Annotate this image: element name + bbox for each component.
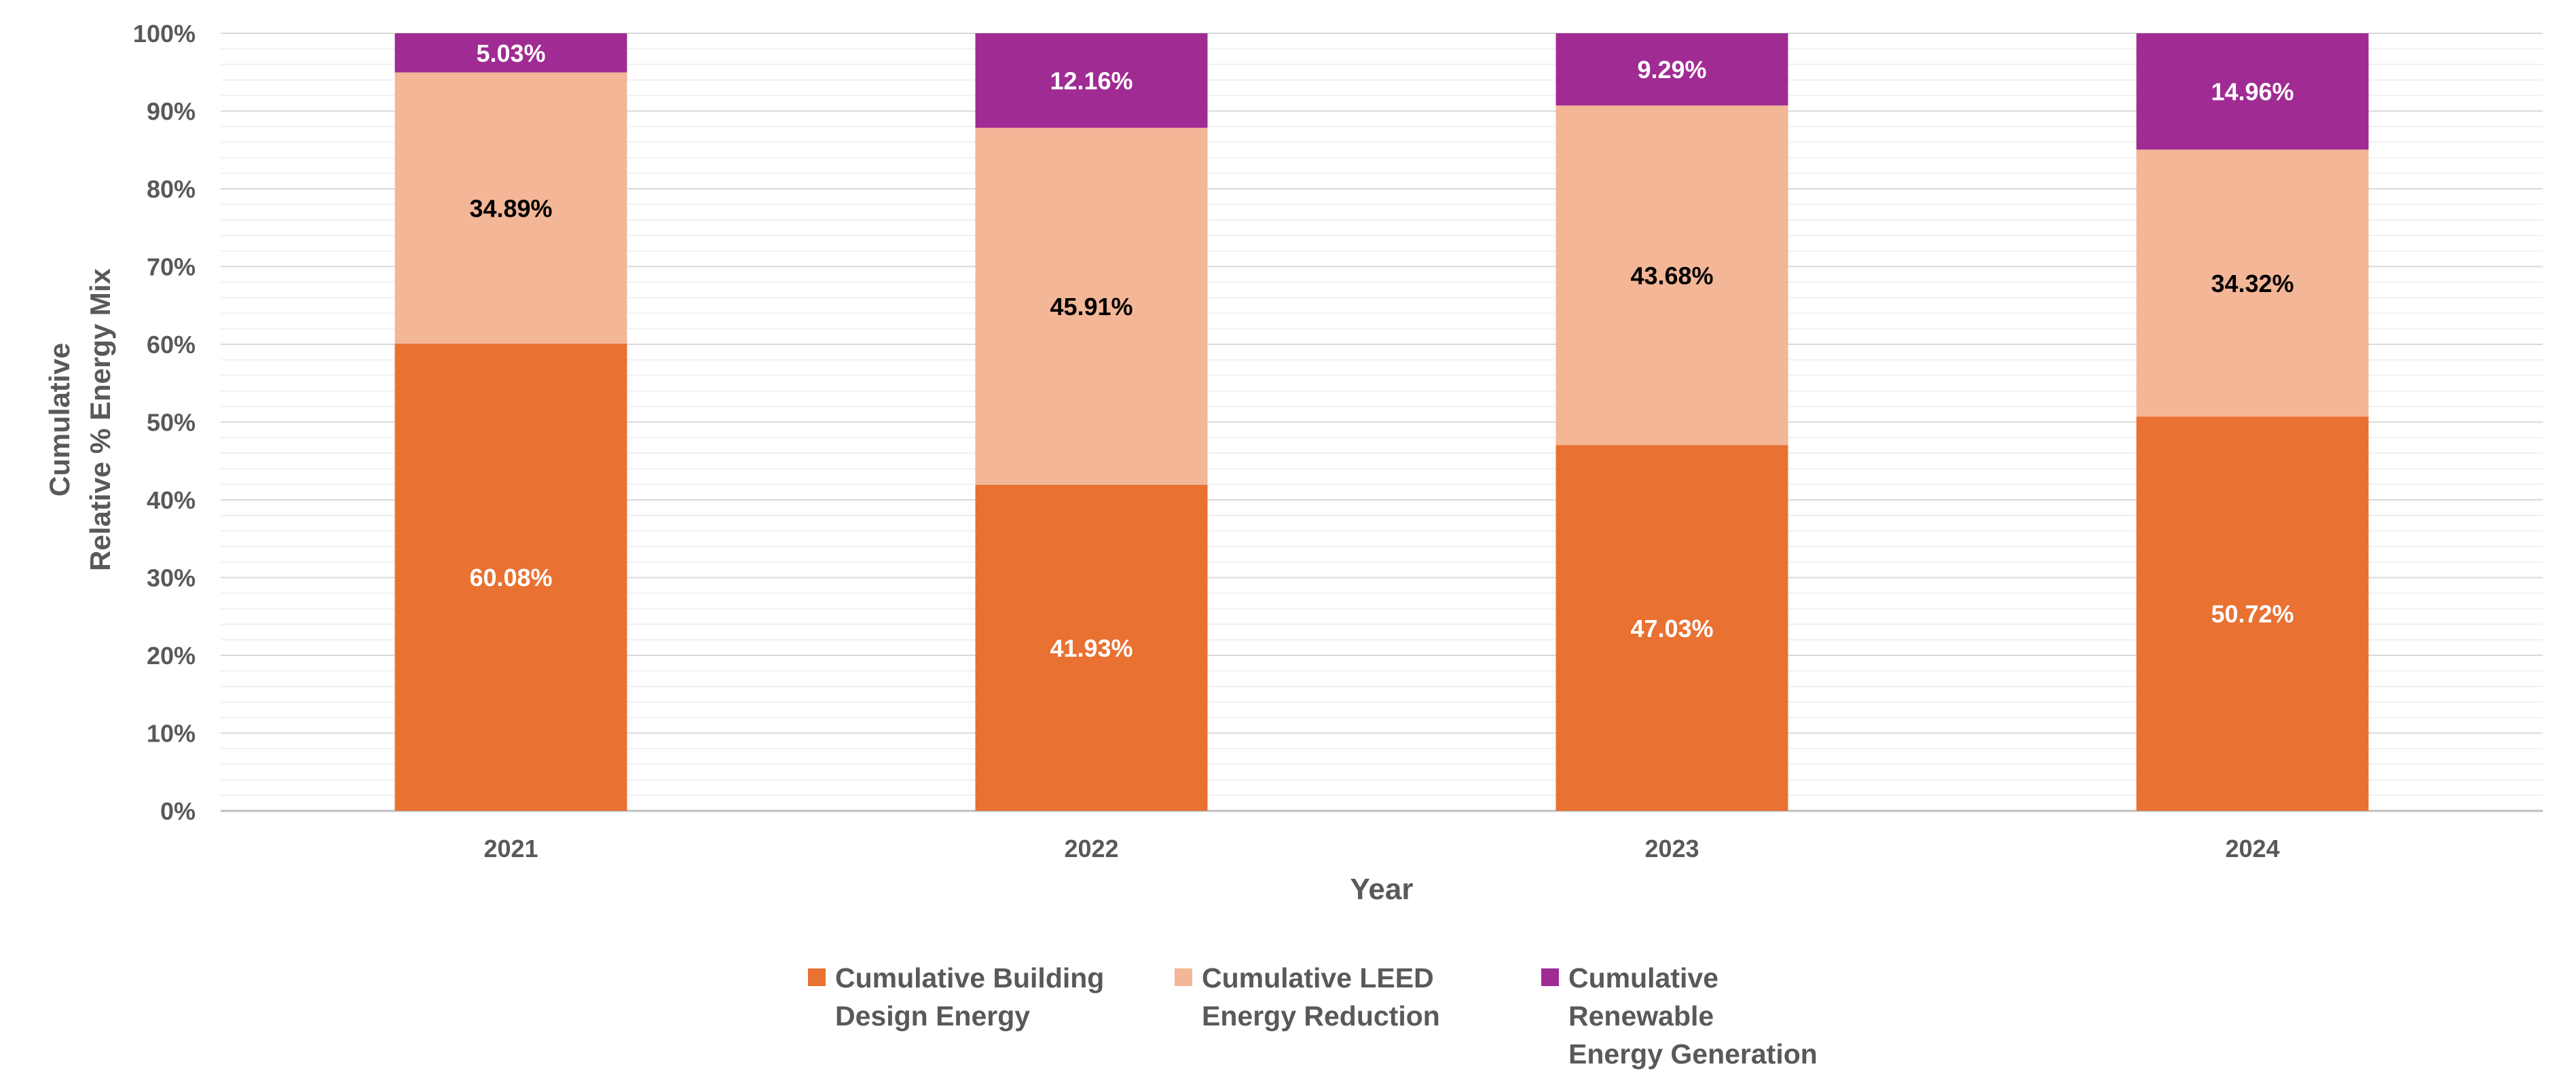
data-label: 50.72% [2211,600,2294,628]
bar-segment-2021-series-3 [394,33,627,73]
y-tick-label: 0% [160,797,196,825]
x-tick-label: 2023 [1644,835,1699,862]
y-tick-label: 80% [147,175,196,203]
data-label: 43.68% [1630,261,1713,289]
legend-label-line-1: Cumulative LEED [1202,962,1434,994]
bar-segment-2024-series-2 [2136,149,2369,417]
bar-segment-2022-series-1 [975,484,1208,811]
legend-label-line-2: Energy Generation [1568,1038,1818,1070]
x-tick-label: 2022 [1064,835,1118,862]
data-label: 5.03% [476,39,545,67]
legend-item-renewable-generation: Cumulative Renewable Energy Generation [1541,959,1854,1073]
legend-label-line-1: Cumulative Building [835,962,1105,994]
y-axis-title-line-2: Relative % Energy Mix [84,268,116,571]
bar-segment-2022-series-2 [975,128,1208,485]
y-tick-label: 10% [147,720,196,748]
bar-segment-2022-series-3 [975,33,1208,128]
bars-layer [394,33,2369,812]
y-tick-label: 20% [147,642,196,670]
data-label: 60.08% [469,564,552,592]
bar-segment-2021-series-1 [394,344,627,812]
labels-layer: 60.08% 34.89% 5.03% 41.93% 45.91% 12.16% 47.03… [469,39,2294,662]
legend-label-building-design: Cumulative Building Design Energy [835,959,1120,1035]
y-axis-title: Cumulative Relative % Energy Mix [39,230,121,610]
legend-label-leed-reduction: Cumulative LEED Energy Reduction [1202,959,1487,1035]
y-tick-label: 90% [147,98,196,126]
x-tick-label: 2024 [2225,835,2279,862]
legend: Cumulative Building Design Energy Cumula… [808,959,1854,1073]
bar-segment-2024-series-1 [2136,416,2369,811]
legend-swatch-leed-reduction [1175,968,1192,986]
legend-label-renewable-generation: Cumulative Renewable Energy Generation [1568,959,1854,1073]
legend-swatch-renewable-generation [1541,968,1559,986]
bar-segment-2024-series-3 [2136,33,2369,150]
y-axis-title-line-1: Cumulative [43,342,75,497]
y-tick-label: 50% [147,409,196,437]
data-label: 47.03% [1630,615,1713,642]
x-tick-label: 2021 [483,835,538,862]
bar-segment-2023-series-3 [1556,33,1788,106]
y-tick-label: 100% [133,20,196,48]
legend-swatch-building-design [808,968,826,986]
x-axis-title: Year [1350,873,1414,906]
bar-segment-2023-series-1 [1556,445,1788,811]
bar-segment-2021-series-2 [394,72,627,344]
data-label: 41.93% [1050,634,1133,662]
y-tick-label: 40% [147,486,196,514]
data-label: 9.29% [1637,56,1706,84]
data-label: 34.32% [2211,270,2294,297]
y-tick-label: 60% [147,331,196,359]
legend-label-line-2: Design Energy [835,1000,1031,1032]
legend-item-leed-reduction: Cumulative LEED Energy Reduction [1175,959,1487,1035]
legend-item-building-design: Cumulative Building Design Energy [808,959,1120,1035]
y-tick-label: 30% [147,564,196,592]
data-label: 14.96% [2211,78,2294,106]
data-label: 12.16% [1050,67,1133,95]
data-label: 34.89% [469,194,552,222]
data-label: 45.91% [1050,293,1133,321]
legend-label-line-1: Cumulative Renewable [1568,962,1718,1032]
bar-segment-2023-series-2 [1556,105,1788,445]
y-tick-label: 70% [147,253,196,281]
axis-layer: 0% 10% 20% 30% 40% 50% 60% 70% 80% 90% 100% 2021 202… [133,20,2280,862]
legend-label-line-2: Energy Reduction [1202,1000,1440,1032]
